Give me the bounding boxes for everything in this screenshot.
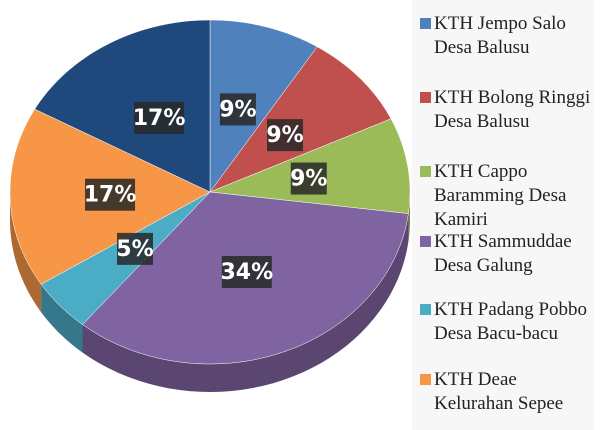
legend-label: KTH Sammuddae Desa Galung — [434, 231, 572, 276]
data-label: 17% — [84, 183, 137, 208]
legend-item: KTH Cappo Baramming Desa Kamiri — [420, 160, 592, 232]
legend-item: KTH Bolong Ringgi Desa Balusu — [420, 86, 592, 134]
legend-item: KTH Deae Kelurahan Sepee — [420, 368, 592, 416]
legend-label: KTH Padang Pobbo Desa Bacu-bacu — [434, 299, 588, 344]
legend: KTH Jempo Salo Desa Balusu KTH Bolong Rin… — [412, 0, 594, 430]
label-box — [219, 93, 256, 126]
data-label: 5% — [116, 237, 153, 262]
slice-side — [41, 284, 83, 353]
data-label: 34% — [220, 260, 273, 285]
legend-swatch — [420, 166, 431, 177]
data-label: 17% — [133, 106, 186, 131]
label-box — [85, 178, 136, 211]
slice — [209, 19, 318, 193]
legend-swatch — [420, 304, 431, 315]
data-label: 9% — [266, 123, 303, 148]
data-label: 9% — [219, 97, 256, 122]
slice-side — [82, 213, 409, 392]
data-label: 9% — [290, 167, 327, 192]
label-box — [267, 119, 304, 152]
legend-item: KTH Jempo Salo Desa Balusu — [420, 12, 592, 60]
chart: 9% 9% 9% 34% 5% 17% 17% — [9, 19, 411, 392]
label-box — [134, 101, 185, 134]
legend-swatch — [420, 92, 431, 103]
legend-label: KTH Bolong Ringgi Desa Balusu — [434, 87, 591, 132]
legend-item: KTH Padang Pobbo Desa Bacu-bacu — [420, 298, 592, 346]
legend-swatch — [420, 236, 431, 247]
legend-label: KTH Cappo Baramming Desa Kamiri — [434, 161, 567, 230]
legend-item: KTH Sammuddae Desa Galung — [420, 230, 592, 278]
legend-swatch — [420, 18, 431, 29]
legend-label: KTH Deae Kelurahan Sepee — [434, 369, 564, 414]
slice-side — [10, 192, 42, 313]
legend-label: KTH Jempo Salo Desa Balusu — [434, 13, 566, 58]
slice — [34, 19, 211, 193]
label-box — [221, 255, 272, 288]
label-box — [116, 232, 153, 265]
legend-swatch — [420, 374, 431, 385]
label-box — [290, 162, 327, 195]
